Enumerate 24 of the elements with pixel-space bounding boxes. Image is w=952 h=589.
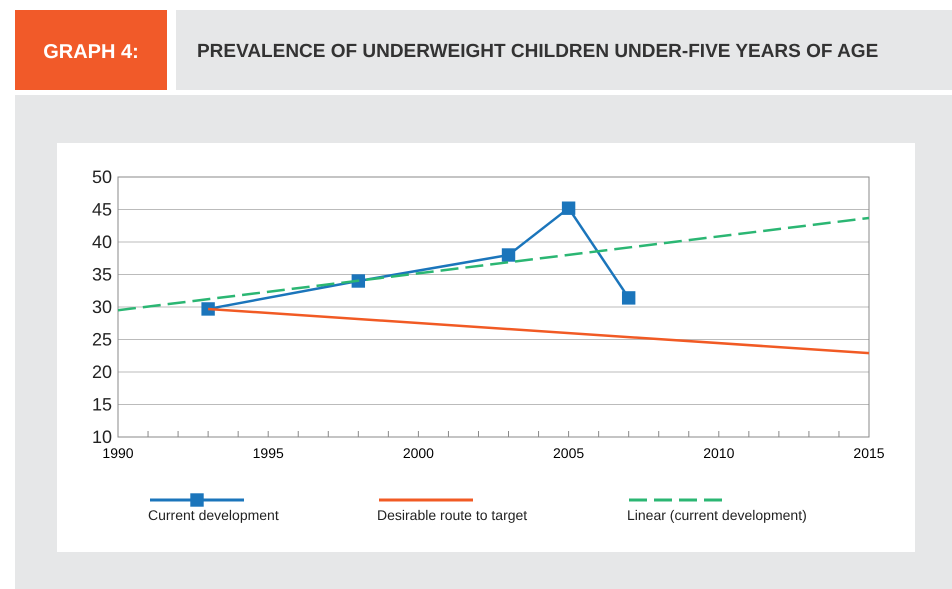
caption: GRAPH 4: bbox=[43, 41, 139, 63]
point bbox=[502, 248, 516, 262]
x-tick-label: 2000 bbox=[402, 445, 434, 462]
legend-label: Current development bbox=[148, 507, 279, 523]
y-tick-label: 20 bbox=[92, 362, 112, 382]
y-tick-label: 15 bbox=[92, 394, 112, 414]
x-tick-label: 2015 bbox=[853, 445, 885, 462]
y-tick-label: 10 bbox=[92, 426, 112, 447]
x-tick-label: 2005 bbox=[553, 445, 584, 462]
y-tick-label: 35 bbox=[92, 264, 112, 284]
y-tick-label: 40 bbox=[92, 232, 112, 252]
chart-title: PREVALENCE OF UNDERWEIGHT CHILDREN UNDER-FIVE YEARS OF AGE bbox=[197, 41, 878, 62]
y-tick-label: 50 bbox=[92, 166, 112, 187]
legend-label: Desirable route to target bbox=[377, 507, 528, 523]
x-tick-label: 2010 bbox=[703, 445, 735, 462]
point bbox=[622, 291, 636, 305]
legend-label: Linear (current development) bbox=[627, 507, 807, 523]
y-tick-label: 25 bbox=[92, 329, 112, 350]
y-tick-label: 45 bbox=[92, 199, 112, 220]
point bbox=[201, 302, 215, 316]
x-tick-label: 1995 bbox=[252, 445, 284, 462]
point bbox=[562, 201, 576, 215]
x-tick-label: 1990 bbox=[102, 445, 134, 462]
y-tick-label: 30 bbox=[92, 296, 112, 317]
